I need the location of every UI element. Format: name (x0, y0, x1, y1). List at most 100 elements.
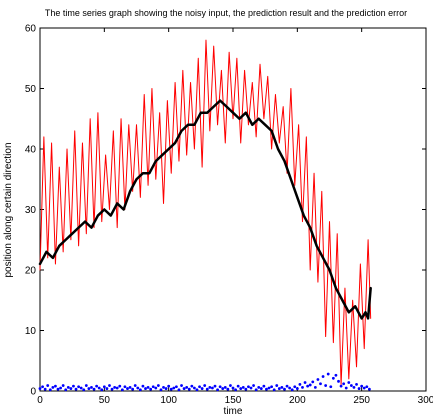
error-series-point (128, 385, 132, 389)
error-series-point (290, 388, 294, 392)
error-series-point (285, 384, 289, 388)
error-series-point (131, 387, 135, 391)
error-series-point (234, 388, 237, 392)
error-series-point (229, 384, 232, 387)
y-tick-label: 50 (25, 84, 37, 95)
error-series-point (84, 384, 88, 387)
error-series-point (277, 387, 281, 390)
error-series-point (362, 386, 366, 390)
error-series-point (270, 385, 273, 389)
error-series-point (174, 385, 178, 389)
error-series-point (365, 385, 369, 389)
error-series-point (337, 379, 340, 383)
error-series-point (218, 385, 222, 389)
error-series-point (288, 386, 292, 390)
error-series-point (69, 387, 73, 390)
error-series-point (326, 372, 330, 376)
error-series-point (198, 385, 201, 389)
error-series-point (77, 385, 80, 389)
error-series-point (195, 388, 199, 392)
error-series-point (283, 387, 286, 391)
x-tick-label: 50 (99, 395, 111, 406)
error-series-point (259, 387, 263, 390)
error-series-point (182, 387, 186, 390)
y-tick-label: 10 (25, 326, 37, 337)
error-series-point (301, 385, 304, 389)
error-series-point (275, 384, 279, 387)
error-series-point (118, 384, 122, 388)
error-series-point (211, 386, 214, 390)
error-series-point (262, 384, 266, 388)
error-series-point (208, 385, 212, 389)
error-series-point (82, 388, 86, 392)
error-series-point (172, 386, 176, 390)
error-series-point (280, 385, 284, 389)
error-series-point (154, 386, 158, 390)
error-series-point (38, 387, 42, 390)
error-series-point (162, 385, 165, 389)
error-series-point (126, 387, 129, 390)
error-series-point (193, 386, 196, 390)
error-series-point (316, 378, 320, 381)
error-series-point (252, 384, 255, 387)
error-series-point (306, 384, 310, 388)
error-series-point (144, 387, 147, 390)
error-series-point (164, 387, 168, 390)
error-series-point (105, 387, 109, 390)
error-series-point (95, 384, 99, 388)
error-series-point (324, 384, 328, 387)
error-series-point (331, 376, 335, 380)
error-series-point (267, 386, 271, 390)
error-series-point (254, 388, 258, 392)
error-series-point (51, 385, 55, 389)
error-series-point (48, 388, 52, 392)
error-series-point (367, 387, 371, 391)
error-series-point (203, 384, 207, 387)
error-series-point (113, 385, 117, 389)
error-series-point (133, 384, 137, 387)
error-series-point (74, 387, 78, 391)
error-series-point (241, 385, 245, 389)
error-series-point (92, 387, 96, 391)
error-series-point (123, 385, 127, 389)
error-series-point (272, 388, 276, 392)
error-series-point (231, 386, 235, 390)
error-series-point (149, 387, 153, 391)
error-series-point (349, 384, 353, 387)
error-series-point (244, 387, 248, 391)
error-series-point (308, 383, 312, 387)
error-series-point (357, 387, 361, 390)
y-tick-label: 60 (25, 24, 37, 35)
error-series-point (342, 382, 346, 386)
y-axis: 0 10 20 30 40 50 60 (25, 24, 426, 398)
error-series-point (221, 387, 225, 390)
error-series-point (339, 384, 343, 388)
y-tick-label: 40 (25, 145, 37, 156)
error-series-point (347, 381, 351, 384)
error-series-point (226, 387, 230, 391)
error-series-point (180, 384, 183, 387)
error-series-point (43, 387, 47, 391)
error-series-point (136, 386, 140, 390)
error-series-point (236, 384, 240, 388)
error-series-point (115, 386, 119, 390)
error-series-point (187, 387, 191, 391)
x-axis-label: time (224, 406, 243, 417)
error-series-point (313, 385, 317, 389)
error-series-point (66, 385, 70, 389)
error-series-point (352, 385, 356, 389)
error-series-point (141, 384, 145, 388)
error-series-point (61, 384, 65, 387)
error-series-point (151, 385, 155, 389)
error-series-point (298, 382, 302, 386)
error-series-point (200, 387, 204, 390)
error-series-point (64, 388, 68, 392)
series-layer (38, 39, 372, 392)
error-series-point (360, 384, 364, 388)
error-series-point (159, 388, 163, 392)
error-series-point (110, 387, 114, 391)
x-tick-label: 200 (289, 395, 306, 406)
error-series-point (100, 388, 104, 392)
error-series-point (90, 385, 93, 389)
